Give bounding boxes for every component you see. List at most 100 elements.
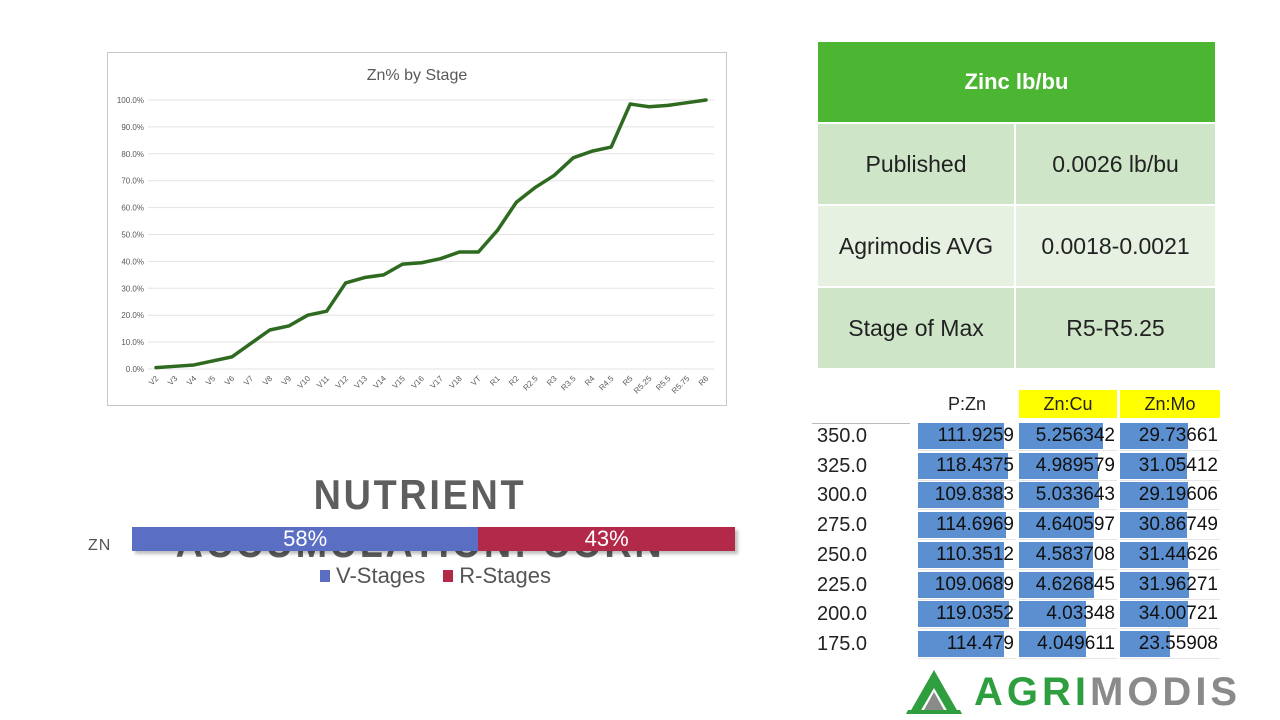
cell-value: 30.86749	[1139, 511, 1218, 539]
row-label: 300.0	[817, 481, 897, 509]
data-point	[629, 103, 632, 106]
cell-value: 118.4375	[936, 452, 1014, 480]
nutrient-accumulation: NUTRIENT ACCUMULATION: CORN ZN 58% 43% V…	[88, 465, 748, 605]
table-cell: 114.479	[918, 630, 1016, 659]
table-cell: 109.8383	[918, 481, 1016, 510]
x-tick-label: V7	[242, 374, 256, 388]
data-point	[344, 281, 347, 284]
cell-value: 4.989579	[1036, 452, 1115, 480]
cell-value: 109.0689	[935, 571, 1014, 599]
row-label: Agrimodis AVG	[818, 206, 1014, 286]
data-point	[230, 355, 233, 358]
x-tick-label: R4	[583, 374, 597, 388]
r-stages-segment: 43%	[478, 527, 735, 551]
zinc-table-row: Published 0.0026 lb/bu	[818, 124, 1215, 204]
table-cell: 109.0689	[918, 571, 1016, 600]
cell-value: 114.6969	[936, 511, 1014, 539]
y-tick-label: 60.0%	[121, 204, 144, 213]
x-tick-label: V3	[166, 374, 180, 388]
x-tick-label: V6	[223, 374, 237, 388]
ratio-table: P:Zn Zn:Cu Zn:Mo 350.0 111.9259 5.256342 29.73…	[812, 390, 1224, 662]
data-point	[363, 276, 366, 279]
y-tick-label: 20.0%	[121, 311, 144, 320]
logo-wordmark: AGRIMODIS	[974, 670, 1241, 715]
x-tick-label: V2	[147, 374, 161, 388]
column-header: P:Zn	[918, 390, 1016, 418]
data-point	[648, 105, 651, 108]
table-cell: 23.55908	[1120, 630, 1220, 659]
x-tick-label: V16	[410, 374, 427, 391]
data-point	[496, 229, 499, 232]
x-tick-label: V5	[204, 374, 218, 388]
data-point	[477, 250, 480, 253]
y-tick-label: 40.0%	[121, 257, 144, 266]
data-point	[705, 99, 708, 102]
table-cell: 31.05412	[1120, 452, 1220, 481]
y-tick-label: 100.0%	[117, 96, 144, 105]
logo-text-modis: MODIS	[1090, 670, 1241, 714]
y-tick-label: 0.0%	[126, 365, 144, 374]
row-label: 200.0	[817, 600, 897, 628]
y-tick-label: 70.0%	[121, 177, 144, 186]
cell-value: 29.73661	[1139, 422, 1218, 450]
x-tick-label: V10	[296, 374, 313, 391]
cell-value: 29.19606	[1139, 481, 1218, 509]
x-tick-label: V14	[372, 374, 389, 391]
mountain-logo-icon	[906, 668, 966, 716]
data-point	[667, 104, 670, 107]
data-point	[211, 359, 214, 362]
column-header: Zn:Mo	[1120, 390, 1220, 418]
y-tick-label: 90.0%	[121, 123, 144, 132]
table-cell: 4.626845	[1019, 571, 1117, 600]
nutrient-label: ZN	[88, 537, 111, 555]
data-point	[401, 263, 404, 266]
row-value: 0.0026 lb/bu	[1016, 124, 1215, 204]
data-point	[420, 261, 423, 264]
data-point	[686, 101, 689, 104]
y-tick-label: 80.0%	[121, 150, 144, 159]
data-point	[553, 174, 556, 177]
table-cell: 114.6969	[918, 511, 1016, 540]
legend-r-stages: R-Stages	[443, 563, 551, 589]
cell-value: 110.3512	[936, 541, 1014, 569]
table-cell: 31.96271	[1120, 571, 1220, 600]
row-label: 225.0	[817, 571, 897, 599]
data-point	[192, 363, 195, 366]
table-cell: 4.640597	[1019, 511, 1117, 540]
x-tick-label: R2.5	[521, 374, 540, 393]
cell-value: 111.9259	[938, 422, 1014, 450]
legend-v-stages: V-Stages	[320, 563, 425, 589]
table-cell: 4.049611	[1019, 630, 1117, 659]
table-cell: 29.19606	[1120, 481, 1220, 510]
row-label: Stage of Max	[818, 288, 1014, 368]
cell-value: 4.583708	[1036, 541, 1115, 569]
x-tick-label: V13	[353, 374, 370, 391]
cell-value: 23.55908	[1139, 630, 1218, 658]
cell-value: 31.96271	[1139, 571, 1218, 599]
zinc-table-title: Zinc lb/bu	[818, 42, 1215, 122]
agrimodis-logo: AGRIMODIS	[906, 668, 1266, 716]
cell-value: 119.0352	[936, 600, 1014, 628]
table-cell: 30.86749	[1120, 511, 1220, 540]
chart-title: Zn% by Stage	[367, 67, 468, 84]
x-tick-label: V17	[428, 374, 445, 391]
cell-value: 5.256342	[1036, 422, 1115, 450]
x-tick-label: R6	[697, 374, 711, 388]
cell-value: 31.44626	[1139, 541, 1218, 569]
v-stages-swatch	[320, 570, 330, 582]
table-cell: 111.9259	[918, 422, 1016, 451]
row-label: 250.0	[817, 541, 897, 569]
row-value: R5-R5.25	[1016, 288, 1215, 368]
chart-svg: Zn% by Stage 0.0% 10.0% 20.0% 30.0% 40.0% 50.0…	[108, 53, 726, 405]
x-tick-label: V9	[280, 374, 294, 388]
x-tick-label: V18	[447, 374, 464, 391]
zinc-table-row: Agrimodis AVG 0.0018-0.0021	[818, 206, 1215, 286]
cell-value: 34.00721	[1139, 600, 1218, 628]
y-tick-label: 10.0%	[121, 338, 144, 347]
data-point	[155, 366, 158, 369]
x-tick-label: V8	[261, 374, 275, 388]
legend-label: V-Stages	[336, 563, 425, 589]
table-cell: 29.73661	[1120, 422, 1220, 451]
table-cell: 119.0352	[918, 600, 1016, 629]
x-tick-label: V11	[315, 374, 331, 390]
